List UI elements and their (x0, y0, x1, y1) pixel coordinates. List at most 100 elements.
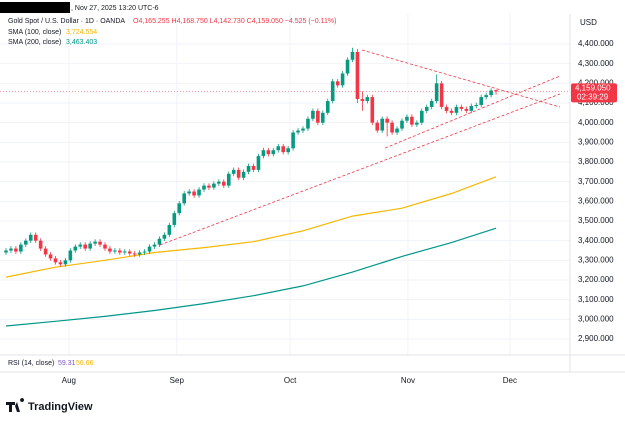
y-tick-label: 3,700.000 (578, 177, 614, 186)
x-tick-label: Sep (170, 376, 185, 385)
price-tag (571, 83, 617, 103)
candle-body (301, 128, 305, 131)
ohlc: O4,165.255 H4,168.750 L4,142.730 C4,159.… (133, 18, 336, 25)
trend-line (159, 93, 561, 246)
y-tick-label: 3,400.000 (578, 236, 614, 245)
candle-body (137, 252, 142, 255)
sma-line (5, 176, 497, 278)
candle-body (429, 101, 434, 107)
candle-body (256, 156, 261, 170)
candle-body (63, 260, 68, 265)
y-tick-label: 3,600.000 (578, 196, 614, 205)
trend-lines (159, 49, 561, 246)
candle-body (311, 110, 315, 119)
candle-body (241, 171, 246, 178)
candle-body (350, 51, 355, 60)
y-tick-label: 3,000.000 (578, 314, 614, 323)
candle-body (187, 191, 191, 194)
candle-body (459, 106, 464, 109)
candle-body (127, 251, 132, 254)
y-tick-label: 3,100.000 (578, 295, 614, 304)
candle-body (330, 81, 335, 102)
candle-body (14, 248, 18, 252)
y-tick-label: 4,300.000 (578, 59, 614, 68)
candle-body (147, 246, 152, 252)
y-tick-label: 3,300.000 (578, 255, 614, 264)
candle-body (58, 262, 63, 265)
candle-body (152, 244, 157, 247)
logo: TradingView (6, 398, 93, 413)
candle-body (207, 185, 211, 188)
symbol-title: Gold Spot / U.S. Dollar · 1D · OANDA (8, 18, 125, 25)
candle-body (167, 224, 172, 235)
currency: USD (580, 18, 597, 27)
candle-body (291, 132, 295, 149)
candle-body (405, 116, 409, 121)
candle-body (113, 250, 117, 252)
candle-body (177, 203, 182, 214)
candle-body (335, 81, 340, 86)
candle-body (345, 59, 350, 74)
brand: TradingView (28, 401, 93, 413)
y-tick-label: 4,000.000 (578, 118, 614, 127)
candle-body (415, 122, 419, 125)
candle-body (316, 110, 320, 123)
sma-line (5, 227, 497, 327)
candle-body (439, 83, 444, 107)
candle-body (380, 118, 384, 131)
y-tick-label: 4,100.000 (578, 98, 614, 107)
x-tick-label: Aug (62, 376, 76, 385)
y-tick-label: 3,200.000 (578, 275, 614, 284)
candle-body (83, 244, 87, 249)
candle-body (479, 97, 483, 105)
candle-body (400, 120, 404, 129)
candle-body (236, 169, 241, 178)
candle-body (93, 241, 97, 244)
candle-body (340, 73, 345, 86)
legend-entry: SMA (200, close) (8, 39, 61, 46)
candle-body (78, 244, 83, 247)
candle-body (9, 248, 13, 251)
candle-body (172, 213, 177, 225)
candle-body (484, 95, 488, 98)
candle-body (192, 191, 196, 196)
y-tick-label: 2,900.000 (578, 334, 614, 343)
candle-body (281, 146, 285, 153)
plot (4, 47, 498, 327)
legend-entry: SMA (100, close) (8, 29, 61, 36)
candle-body (38, 240, 43, 249)
candle-body (251, 165, 256, 170)
candle-body (325, 101, 330, 113)
candle-body (88, 243, 92, 249)
candle-body (321, 112, 325, 123)
candle-body (231, 169, 236, 174)
candle-body (494, 90, 498, 92)
candle-body (489, 90, 493, 96)
x-tick-label: Oct (284, 376, 297, 385)
legend-value: 3,463.403 (66, 39, 97, 46)
candle-body (375, 122, 380, 131)
candle-body (454, 106, 459, 113)
candle-body (370, 97, 375, 123)
candle-body (306, 118, 310, 129)
candle-body (162, 234, 167, 239)
logo-icon (6, 398, 25, 412)
candle-body (261, 150, 266, 157)
candle-body (226, 173, 231, 186)
y-tick-label: 4,200.000 (578, 78, 614, 87)
timestamp: , Nov 27, 2025 13:20 UTC-6 (71, 5, 159, 12)
candle-body (355, 51, 360, 100)
candle-body (197, 189, 201, 196)
candle-body (464, 108, 469, 111)
candle-body (266, 150, 271, 155)
candle-body (33, 234, 38, 241)
candle-body (4, 250, 8, 253)
trend-line (384, 75, 561, 149)
legend-value: 3,724.554 (66, 29, 97, 36)
candle-body (410, 116, 414, 125)
candle-body (296, 130, 300, 133)
candle-body (434, 83, 439, 102)
